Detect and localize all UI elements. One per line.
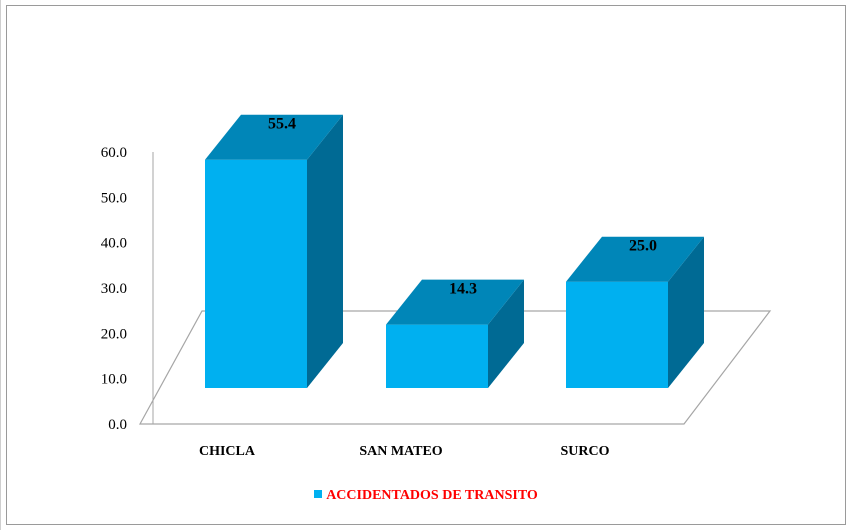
bar-front — [566, 281, 668, 388]
bar-top — [386, 279, 524, 325]
data-label: 25.0 — [629, 238, 657, 255]
bar-top — [205, 114, 343, 160]
legend-label: ACCIDENTADOS DE TRANSITO — [326, 488, 538, 503]
y-tick-label: 60.0 — [101, 145, 127, 161]
y-tick-label: 0.0 — [108, 417, 127, 433]
bar-top — [566, 236, 704, 282]
page-edge-rule — [0, 0, 1, 530]
legend: ACCIDENTADOS DE TRANSITO — [0, 488, 852, 504]
labels: 55.4 CHICLA 14.3 SAN MATEO 25.0 SURCO — [199, 116, 657, 459]
bar-front — [386, 324, 488, 388]
bar-side — [668, 236, 704, 388]
x-tick-label: SAN MATEO — [359, 444, 442, 459]
y-tick-label: 30.0 — [101, 281, 127, 297]
bar-side — [488, 279, 524, 388]
data-label: 14.3 — [449, 281, 477, 298]
x-tick-label: SURCO — [560, 444, 609, 459]
bar-front — [205, 159, 307, 388]
y-tick-label: 20.0 — [101, 326, 127, 342]
bar-side — [307, 114, 343, 388]
bars — [205, 114, 704, 388]
y-tick-label: 40.0 — [101, 236, 127, 252]
x-tick-label: CHICLA — [199, 444, 256, 459]
chart-frame — [6, 5, 846, 525]
data-label: 55.4 — [268, 116, 296, 133]
y-axis: 0.0 10.0 20.0 30.0 40.0 50.0 60.0 — [101, 145, 154, 433]
y-tick-label: 50.0 — [101, 190, 127, 206]
legend-swatch — [314, 490, 323, 498]
y-tick-label: 10.0 — [101, 372, 127, 388]
